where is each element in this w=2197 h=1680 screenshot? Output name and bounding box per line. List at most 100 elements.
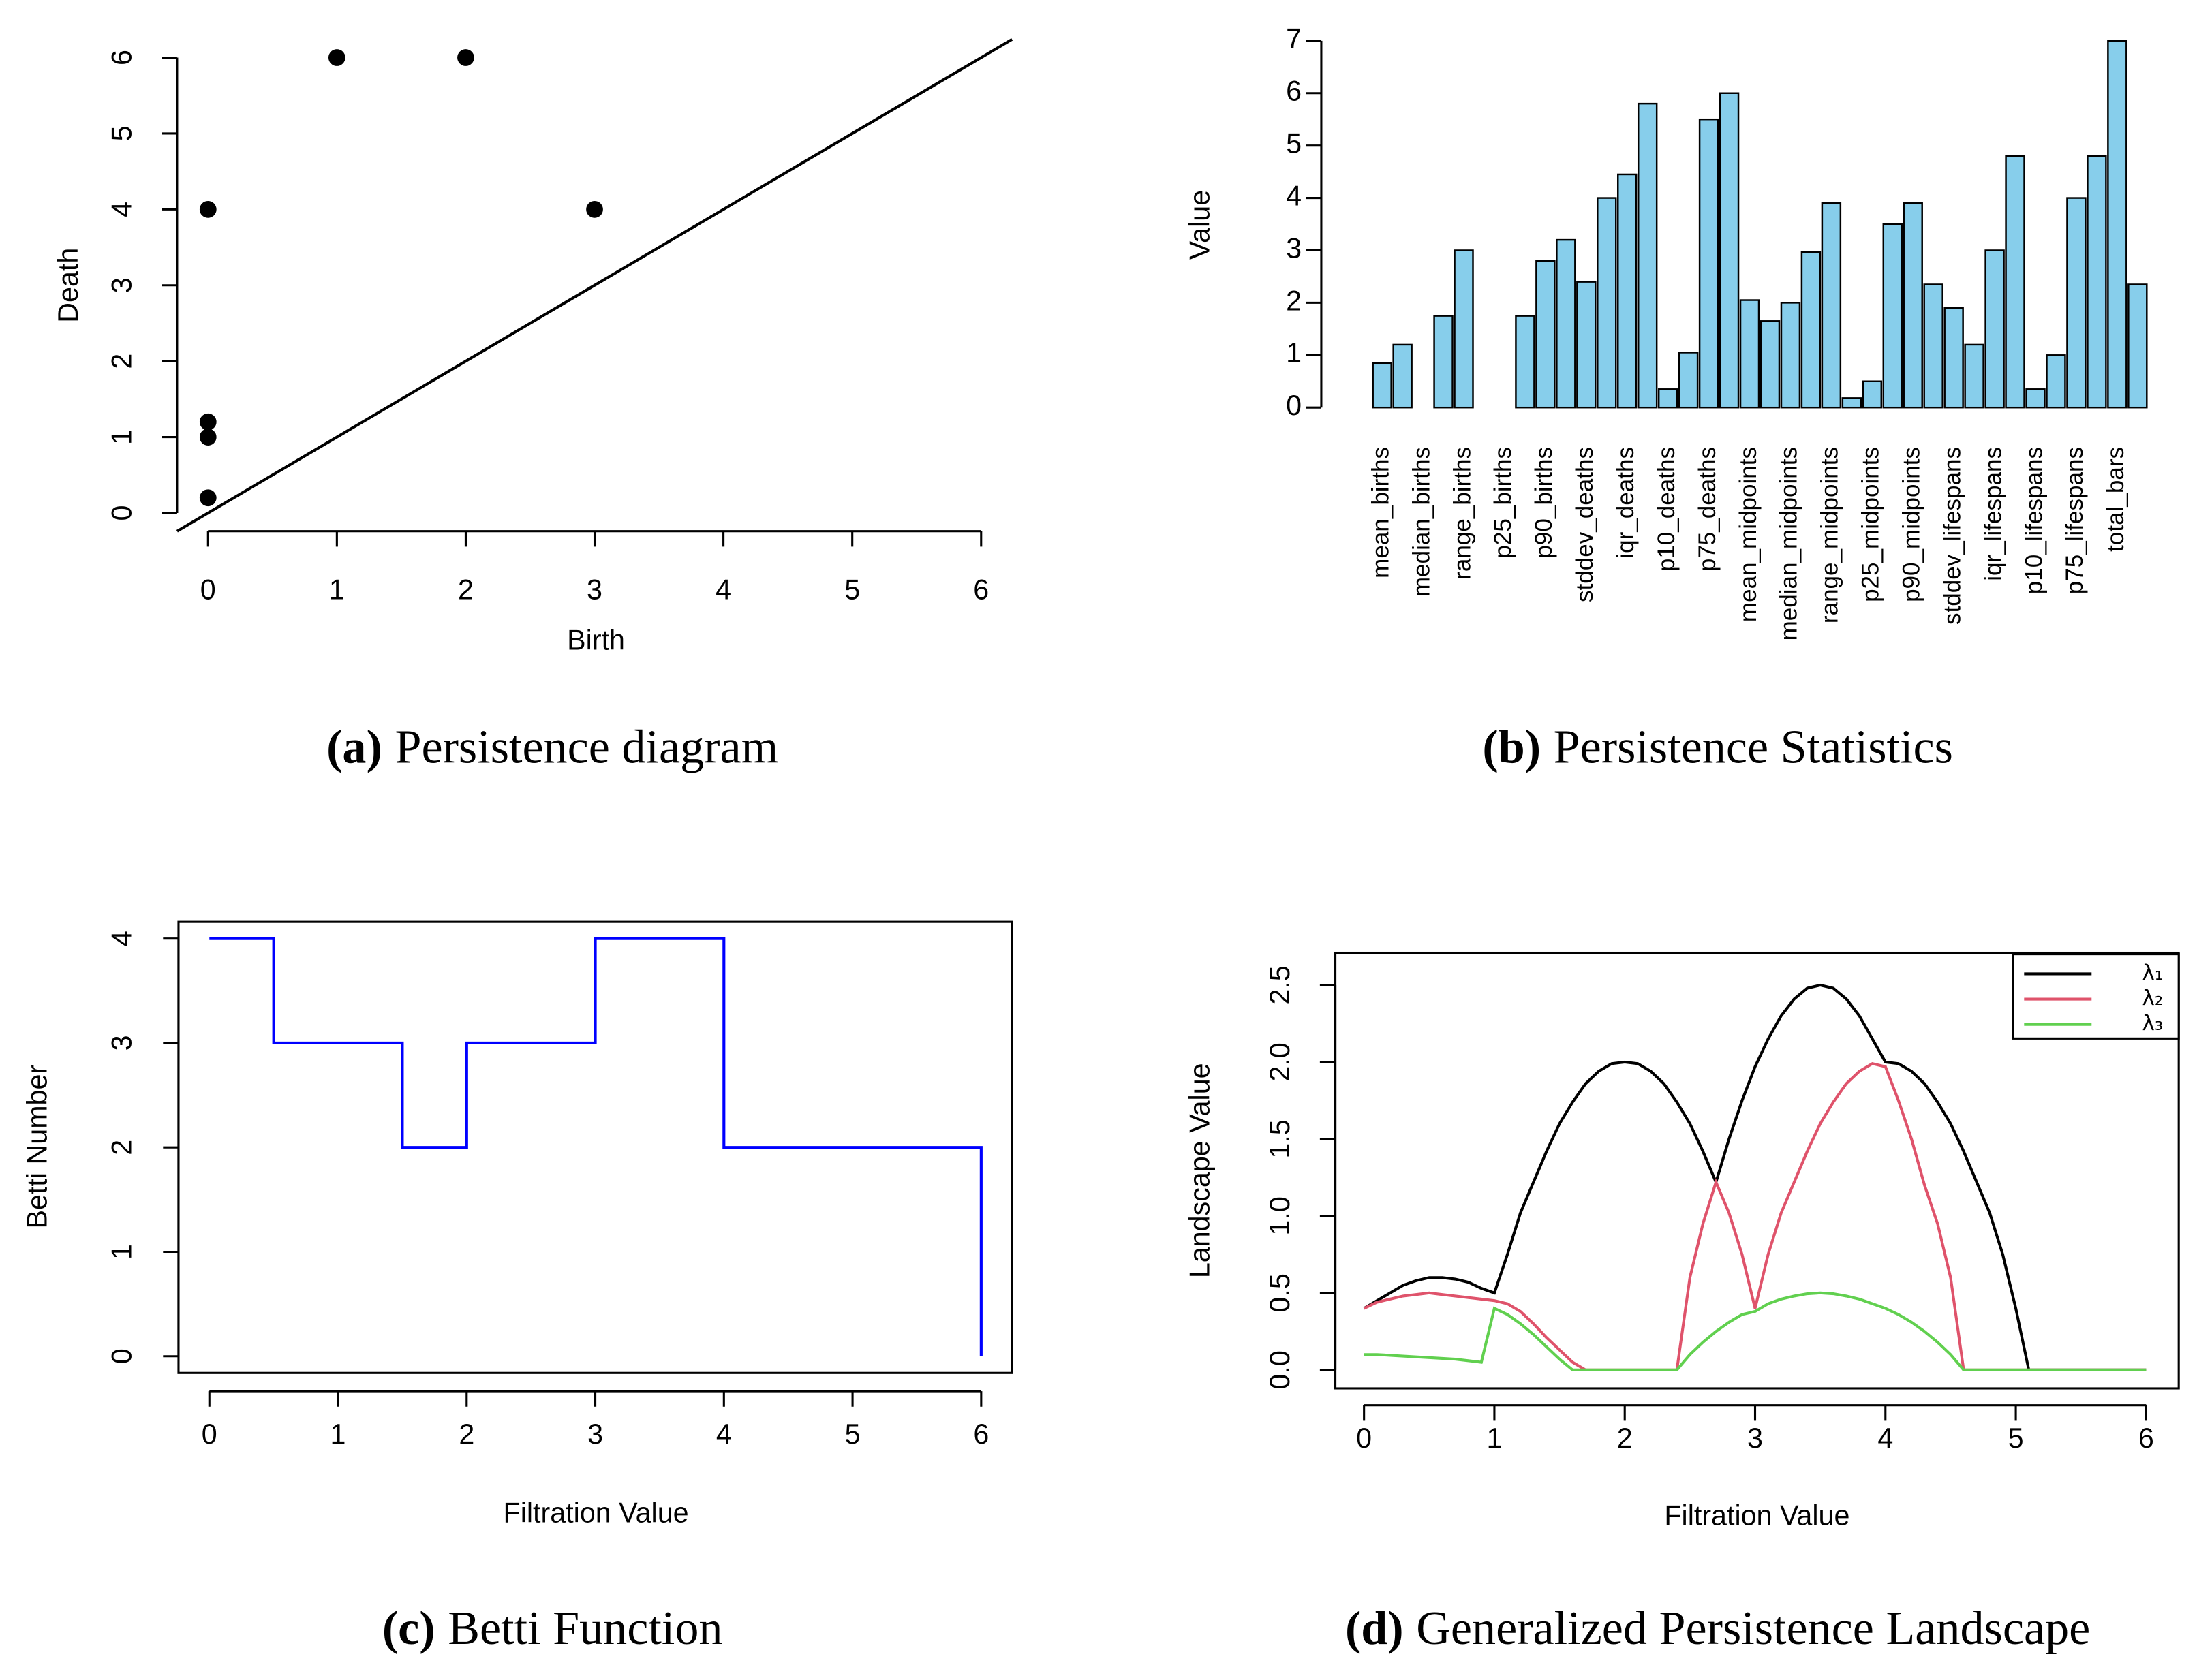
point — [199, 429, 217, 446]
bar — [1433, 315, 1454, 409]
bar — [1800, 251, 1822, 409]
x-tick-label: 2 — [458, 574, 474, 605]
x-tick-label: p25_midpoints — [1858, 447, 1884, 602]
diagonal-line — [176, 37, 1013, 533]
x-tick-label: iqr_lifespans — [1980, 447, 2006, 581]
bar — [1903, 202, 1923, 409]
point — [457, 49, 474, 66]
bar — [1882, 223, 1903, 409]
y-axis-title: Death — [52, 248, 84, 323]
bar — [1637, 102, 1658, 409]
y-axis-title: Landscape Value — [1184, 1063, 1215, 1278]
y-tick-label: 1.0 — [1264, 1196, 1295, 1235]
x-tick-label: 1 — [331, 1418, 346, 1450]
y-tick-label: 7 — [1286, 23, 1302, 55]
x-tick-label: 5 — [845, 1418, 861, 1450]
bar — [1372, 362, 1392, 409]
y-axis-title: Betti Number — [22, 1065, 53, 1229]
x-axis-title: Birth — [567, 625, 625, 656]
legend-label: λ₁ — [2142, 961, 2164, 985]
y-tick-label: 1 — [1286, 337, 1302, 369]
x-tick-label: mean_births — [1367, 447, 1394, 578]
y-axis-title: Value — [1184, 190, 1215, 260]
bar — [2025, 388, 2046, 409]
y-tick-label: 3 — [106, 1035, 137, 1051]
x-tick-label: 5 — [844, 574, 860, 605]
legend-label: λ₂ — [2142, 986, 2164, 1010]
x-tick-label: 5 — [2008, 1422, 2024, 1454]
y-tick-label: 6 — [106, 50, 137, 65]
point — [199, 413, 217, 431]
caption-label: (c) — [382, 1602, 435, 1655]
y-tick-label: 0 — [106, 1348, 137, 1364]
x-tick-label: iqr_deaths — [1612, 447, 1639, 559]
x-tick-label: p90_midpoints — [1898, 447, 1924, 602]
y-tick-label: 0 — [1286, 390, 1302, 421]
y-tick-label: 0 — [106, 505, 137, 521]
caption-label: (a) — [326, 721, 382, 774]
bar — [1943, 307, 1964, 409]
y-tick-label: 3 — [106, 277, 137, 293]
y-tick-label: 2 — [106, 354, 137, 369]
x-tick-label: stddev_deaths — [1571, 447, 1598, 602]
x-tick-label: 3 — [587, 1418, 603, 1450]
x-tick-label: 0 — [1356, 1422, 1372, 1454]
x-tick-label: 2 — [1617, 1422, 1633, 1454]
caption-label: (b) — [1482, 721, 1541, 774]
caption: (a) Persistence diagram — [326, 721, 778, 774]
bar — [1576, 281, 1597, 409]
bar — [2005, 155, 2025, 409]
caption: (b) Persistence Statistics — [1482, 721, 1953, 774]
x-tick-label: total_bars — [2102, 447, 2129, 552]
x-tick-label: p90_births — [1531, 447, 1557, 559]
line — [1363, 983, 2147, 1371]
caption: (d) Generalized Persistence Landscape — [1345, 1602, 2090, 1655]
caption-text: Persistence Statistics — [1554, 721, 1953, 774]
bar — [1964, 343, 1984, 409]
x-tick-label: 0 — [202, 1418, 217, 1450]
bar — [1454, 249, 1474, 409]
x-tick-label: p10_deaths — [1653, 447, 1680, 572]
caption-label: (d) — [1345, 1602, 1404, 1655]
x-tick-label: 4 — [716, 1418, 732, 1450]
x-tick-label: 6 — [973, 1418, 989, 1450]
bar — [1617, 173, 1638, 409]
y-tick-label: 2.5 — [1264, 965, 1295, 1004]
bar — [2107, 40, 2127, 409]
y-tick-label: 4 — [1286, 180, 1302, 211]
y-tick-label: 4 — [106, 931, 137, 946]
x-tick-label: 3 — [1747, 1422, 1763, 1454]
y-tick-label: 1.5 — [1264, 1119, 1295, 1158]
bar — [1515, 315, 1535, 409]
y-tick-label: 1 — [106, 1244, 137, 1260]
y-tick-label: 2 — [1286, 285, 1302, 316]
x-tick-label: 4 — [1877, 1422, 1893, 1454]
legend-label: λ₃ — [2142, 1011, 2164, 1036]
x-axis-title: Filtration Value — [1664, 1500, 1849, 1531]
caption-text: Generalized Persistence Landscape — [1416, 1602, 2090, 1655]
x-tick-label: 4 — [716, 574, 731, 605]
x-tick-label: p10_lifespans — [2021, 447, 2047, 594]
bar — [1678, 352, 1699, 409]
y-tick-label: 2 — [106, 1140, 137, 1155]
x-tick-label: stddev_lifespans — [1939, 447, 1965, 625]
y-tick-label: 2.0 — [1264, 1042, 1295, 1081]
bar — [2046, 354, 2066, 409]
y-tick-label: 0.5 — [1264, 1273, 1295, 1312]
caption-text: Betti Function — [448, 1602, 722, 1655]
y-tick-label: 5 — [106, 125, 137, 141]
y-tick-label: 4 — [106, 202, 137, 217]
x-tick-label: median_births — [1408, 447, 1434, 597]
x-tick-label: 1 — [1486, 1422, 1502, 1454]
caption-text: Persistence diagram — [395, 721, 778, 774]
bar — [1535, 260, 1556, 409]
y-tick-label: 1 — [106, 429, 137, 445]
x-tick-label: 3 — [587, 574, 602, 605]
x-tick-label: 0 — [200, 574, 216, 605]
x-tick-label: p75_lifespans — [2061, 447, 2088, 594]
y-tick-label: 3 — [1286, 232, 1302, 264]
x-tick-label: range_midpoints — [1817, 447, 1843, 623]
bar — [1698, 118, 1719, 409]
